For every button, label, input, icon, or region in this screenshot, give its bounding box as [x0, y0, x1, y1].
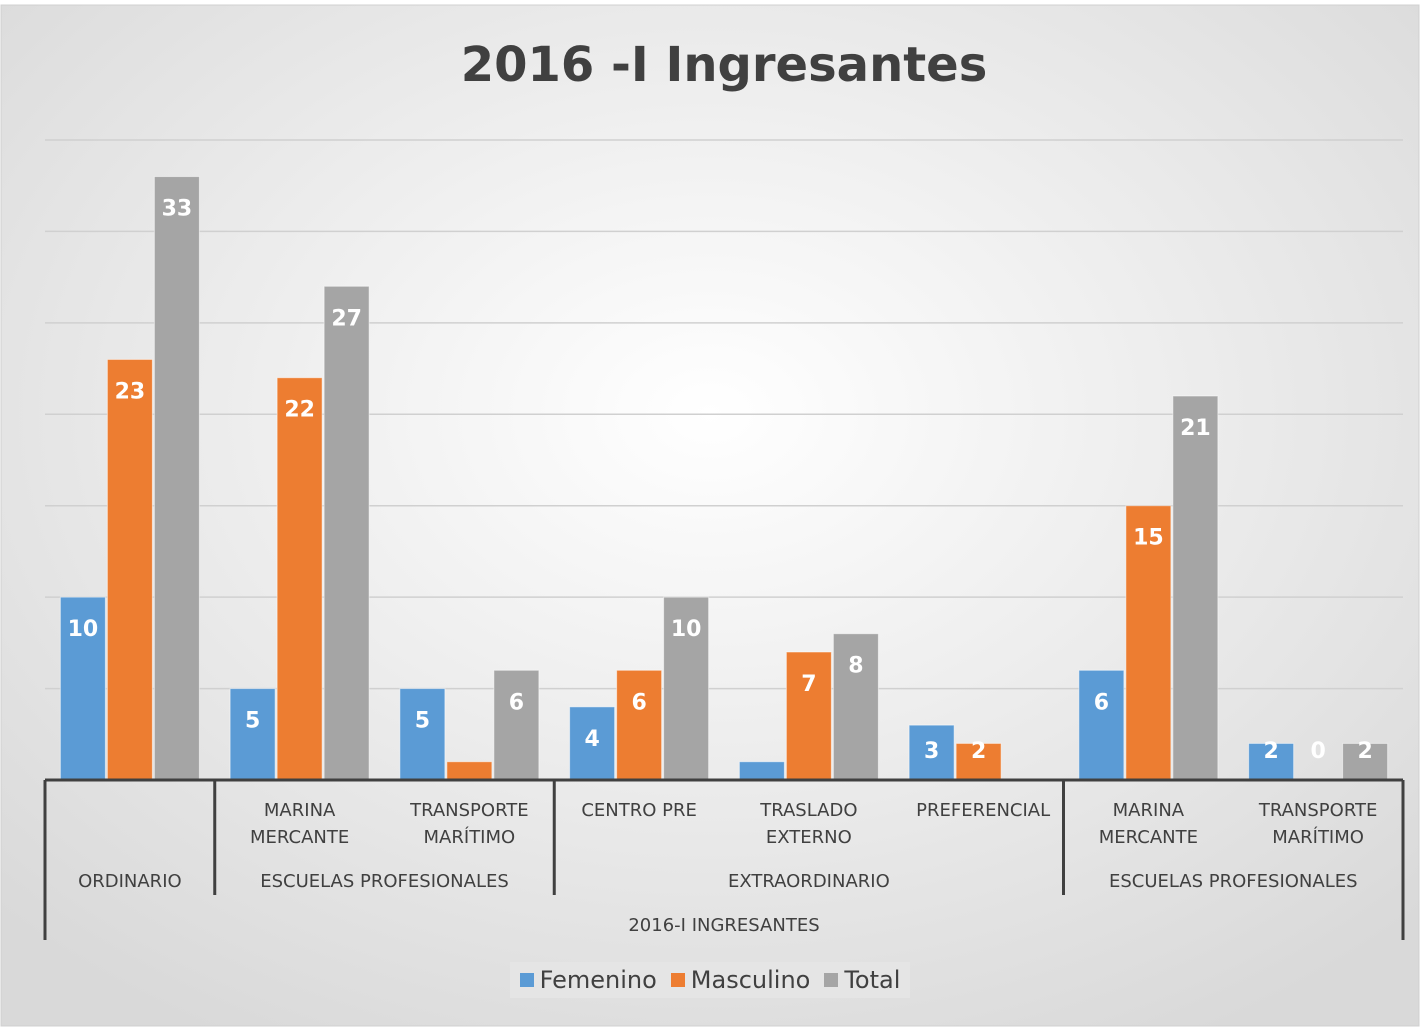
bar [276, 377, 323, 781]
legend-swatch [824, 973, 839, 987]
bar [1078, 669, 1125, 781]
bar [663, 596, 710, 781]
data-label: 2 [1357, 739, 1372, 764]
bar [399, 688, 446, 781]
data-label: 6 [1094, 690, 1109, 715]
x-tick-label: PREFERENCIAL [916, 800, 1051, 821]
data-label: 33 [162, 197, 193, 222]
bar [1342, 742, 1389, 781]
data-label: 2 [1263, 739, 1278, 764]
legend-label: Masculino [690, 966, 811, 994]
x-tick-label: CENTRO PRE [581, 800, 697, 821]
data-label: 23 [115, 379, 146, 404]
data-label: 22 [284, 398, 315, 423]
data-label: 2 [971, 739, 986, 764]
x-tick-label: TRANSPORTE MARÍTIMO [1258, 800, 1378, 848]
chart-title: 2016 -I Ingresantes [461, 37, 988, 93]
legend-item: Masculino [670, 966, 811, 994]
bar [323, 285, 370, 781]
bar [1172, 395, 1219, 781]
bar [106, 358, 153, 781]
group-label: EXTRAORDINARIO [727, 871, 890, 892]
data-label: 5 [245, 709, 260, 734]
legend-item: Femenino [519, 966, 657, 994]
legend-label: Total [844, 966, 901, 994]
bar [1125, 505, 1172, 781]
bar [908, 724, 955, 781]
bar [59, 596, 106, 781]
group-label: ORDINARIO [78, 871, 182, 892]
bar [785, 651, 832, 781]
bar [493, 669, 540, 781]
x-tick-label: TRASLADO EXTERNO [760, 800, 858, 848]
data-label: 15 [1133, 526, 1164, 551]
legend-box: Femenino Masculino Total [509, 962, 911, 998]
group-label: ESCUELAS PROFESIONALES [1108, 871, 1358, 892]
group-label: ESCUELAS PROFESIONALES [260, 871, 509, 892]
data-label: 27 [331, 306, 362, 331]
data-label: 10 [671, 617, 702, 642]
legend-swatch [670, 973, 685, 987]
data-label: 7 [801, 672, 816, 697]
data-label: 10 [68, 617, 99, 642]
bar [229, 688, 276, 781]
bar [616, 669, 663, 781]
data-label: 0 [1310, 739, 1325, 764]
x-tick-label: TRANSPORTE MARÍTIMO [410, 800, 529, 848]
legend: Femenino Masculino Total [0, 962, 1420, 998]
data-label: 8 [848, 654, 863, 679]
x-tick-label: MARINA MERCANTE [250, 800, 350, 848]
bar [738, 761, 785, 781]
data-label: 6 [509, 690, 524, 715]
x-tick-label: MARINA MERCANTE [1098, 800, 1198, 848]
legend-swatch [519, 973, 534, 987]
bar [153, 176, 200, 781]
legend-item: Total [824, 966, 900, 994]
data-label: 5 [415, 709, 430, 734]
legend-label: Femenino [539, 966, 657, 994]
top-group-label: 2016-I INGRESANTES [628, 915, 820, 936]
data-label: 6 [631, 690, 646, 715]
data-label: 21 [1180, 416, 1211, 441]
data-label: 3 [924, 739, 939, 764]
data-label: 4 [584, 727, 599, 752]
bar [446, 761, 493, 781]
